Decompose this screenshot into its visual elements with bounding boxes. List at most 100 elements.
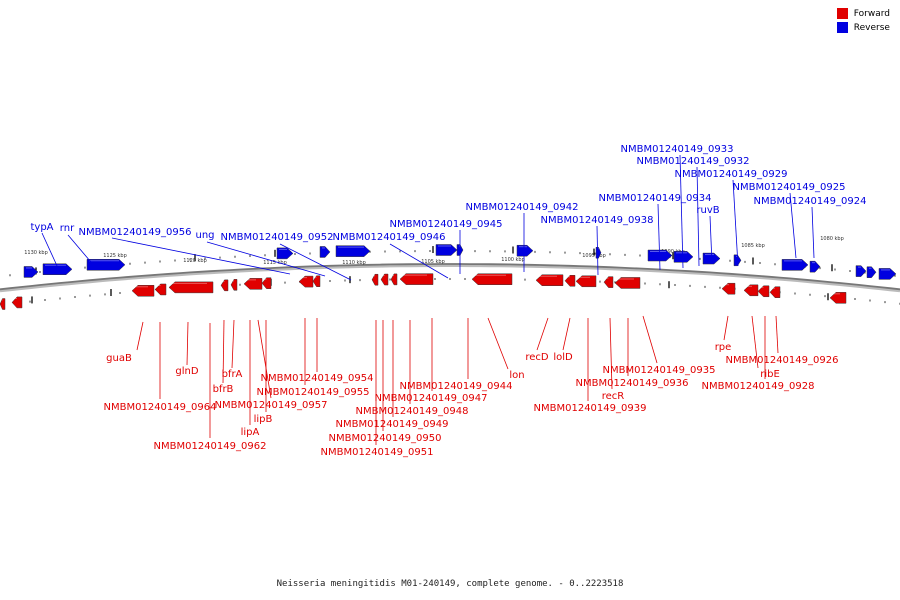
gene-label[interactable]: NMBM01240149_0938 (541, 215, 654, 226)
gene-label[interactable]: NMBM01240149_0951 (321, 447, 434, 458)
gene-label[interactable]: NMBM01240149_0929 (675, 169, 788, 180)
forward-gene-arrow[interactable] (769, 286, 781, 298)
forward-gene-arrow[interactable] (168, 281, 214, 294)
gene-leader-line (536, 317, 549, 351)
forward-gene-arrow[interactable] (829, 292, 847, 304)
reverse-gene-arrow[interactable] (866, 266, 877, 278)
forward-gene-arrow[interactable] (312, 275, 321, 287)
reverse-gene-arrow[interactable] (673, 251, 694, 263)
forward-gene-arrow[interactable] (743, 284, 759, 297)
forward-gene-arrow[interactable] (261, 277, 272, 289)
gene-label[interactable]: NMBM01240149_0948 (356, 406, 469, 417)
gene-label[interactable]: recD (525, 352, 549, 363)
gene-label[interactable]: recR (602, 391, 625, 402)
gene-label[interactable]: NMBM01240149_0944 (400, 381, 513, 392)
gene-label[interactable]: NMBM01240149_0932 (637, 156, 750, 167)
gene-leader-line (609, 317, 613, 390)
forward-gene-arrow[interactable] (220, 279, 229, 292)
gene-label[interactable]: NMBM01240149_0942 (466, 202, 579, 213)
forward-gene-arrow[interactable] (757, 285, 770, 298)
gene-label[interactable]: NMBM01240149_0962 (154, 441, 267, 452)
gene-label[interactable]: NMBM01240149_0946 (333, 232, 446, 243)
forward-gene-arrow[interactable] (0, 298, 6, 310)
gene-label[interactable]: NMBM01240149_0954 (261, 373, 374, 384)
reverse-gene-arrow[interactable] (319, 246, 331, 258)
forward-gene-arrow[interactable] (11, 296, 23, 309)
gene-label[interactable]: lon (509, 370, 524, 381)
forward-gene-arrow[interactable] (154, 283, 167, 296)
gene-label[interactable]: NMBM01240149_0933 (621, 144, 734, 155)
reverse-gene-arrow[interactable] (781, 259, 809, 271)
forward-gene-arrow[interactable] (131, 285, 155, 297)
reverse-gene-arrow[interactable] (855, 265, 867, 277)
forward-gene-arrow[interactable] (471, 273, 513, 285)
reverse-gene-arrow[interactable] (86, 259, 126, 271)
gene-label[interactable]: NMBM01240149_0964 (104, 402, 217, 413)
forward-gene-arrow[interactable] (371, 273, 379, 286)
gene-label[interactable]: NMBM01240149_0947 (375, 393, 488, 404)
gene-label[interactable]: rpe (715, 342, 732, 353)
gene-label[interactable]: NMBM01240149_0928 (702, 381, 815, 392)
gene-label[interactable]: ribE (760, 369, 780, 380)
gene-label[interactable]: typA (30, 222, 53, 233)
genome-caption: Neisseria meningitidis M01-240149, compl… (276, 579, 624, 589)
forward-gene-arrow[interactable] (721, 282, 736, 295)
gene-label[interactable]: ung (195, 230, 214, 241)
forward-gene-arrow[interactable] (298, 275, 314, 288)
scale-label: 1130 kbp (24, 250, 48, 256)
gene-label[interactable]: NMBM01240149_0936 (576, 378, 689, 389)
reverse-gene-arrow[interactable] (23, 266, 39, 278)
reverse-gene-arrow[interactable] (516, 244, 534, 257)
gene-leader-line (136, 321, 144, 351)
gene-leader-line (41, 232, 59, 269)
gene-label[interactable]: NMBM01240149_0924 (754, 196, 867, 207)
gene-label[interactable]: lipA (241, 427, 260, 438)
gene-label[interactable]: lipB (254, 414, 273, 425)
gene-leader-line (723, 315, 729, 341)
gene-label[interactable]: NMBM01240149_0957 (215, 400, 328, 411)
gene-label[interactable]: NMBM01240149_0926 (726, 355, 839, 366)
gene-leader-line (811, 206, 815, 259)
forward-gene-arrow[interactable] (380, 273, 389, 286)
gene-label[interactable]: NMBM01240149_0955 (257, 387, 370, 398)
gene-label[interactable]: NMBM01240149_0935 (603, 365, 716, 376)
gene-label[interactable]: NMBM01240149_0956 (79, 227, 192, 238)
forward-gene-arrow[interactable] (230, 279, 238, 291)
gene-label[interactable]: ruvB (696, 205, 719, 216)
reverse-gene-arrow[interactable] (878, 268, 897, 280)
gene-label[interactable]: NMBM01240149_0952 (221, 232, 334, 243)
gene-label[interactable]: lolD (553, 352, 573, 363)
gene-label[interactable]: NMBM01240149_0945 (390, 219, 503, 230)
gene-label[interactable]: guaB (106, 353, 132, 364)
reverse-gene-arrow[interactable] (335, 245, 371, 257)
reverse-gene-arrow[interactable] (276, 247, 294, 260)
gene-label[interactable]: NMBM01240149_0925 (733, 182, 846, 193)
forward-gene-arrow[interactable] (614, 277, 641, 289)
forward-gene-arrow[interactable] (603, 276, 614, 288)
gene-label[interactable]: NMBM01240149_0949 (336, 419, 449, 430)
forward-gene-arrow[interactable] (243, 278, 263, 290)
forward-gene-arrow[interactable] (564, 275, 576, 287)
gene-label[interactable]: NMBM01240149_0939 (534, 403, 647, 414)
reverse-gene-arrow[interactable] (647, 249, 673, 262)
gene-label[interactable]: NMBM01240149_0934 (599, 193, 712, 204)
reverse-gene-arrow[interactable] (809, 260, 821, 273)
gene-leader-line (111, 237, 291, 275)
gene-leader-line (257, 319, 272, 399)
gene-label[interactable]: bfrB (213, 384, 234, 395)
gene-label[interactable]: NMBM01240149_0950 (329, 433, 442, 444)
forward-gene-arrow[interactable] (399, 273, 434, 285)
scale-label: 1110 kbp (342, 260, 366, 266)
forward-gene-arrow[interactable] (535, 274, 564, 286)
forward-gene-arrow[interactable] (575, 275, 597, 288)
gene-label[interactable]: bfrA (222, 369, 243, 380)
gene-label[interactable]: glnD (175, 366, 198, 377)
reverse-gene-arrow[interactable] (435, 244, 458, 256)
forward-gene-arrow[interactable] (390, 273, 398, 286)
reverse-gene-arrow[interactable] (42, 263, 73, 276)
gene-leader-line (231, 319, 235, 369)
gene-leader-line (642, 315, 658, 364)
gene-label[interactable]: rnr (60, 223, 75, 234)
backbone-group (0, 263, 900, 293)
legend-forward-swatch (836, 8, 848, 19)
